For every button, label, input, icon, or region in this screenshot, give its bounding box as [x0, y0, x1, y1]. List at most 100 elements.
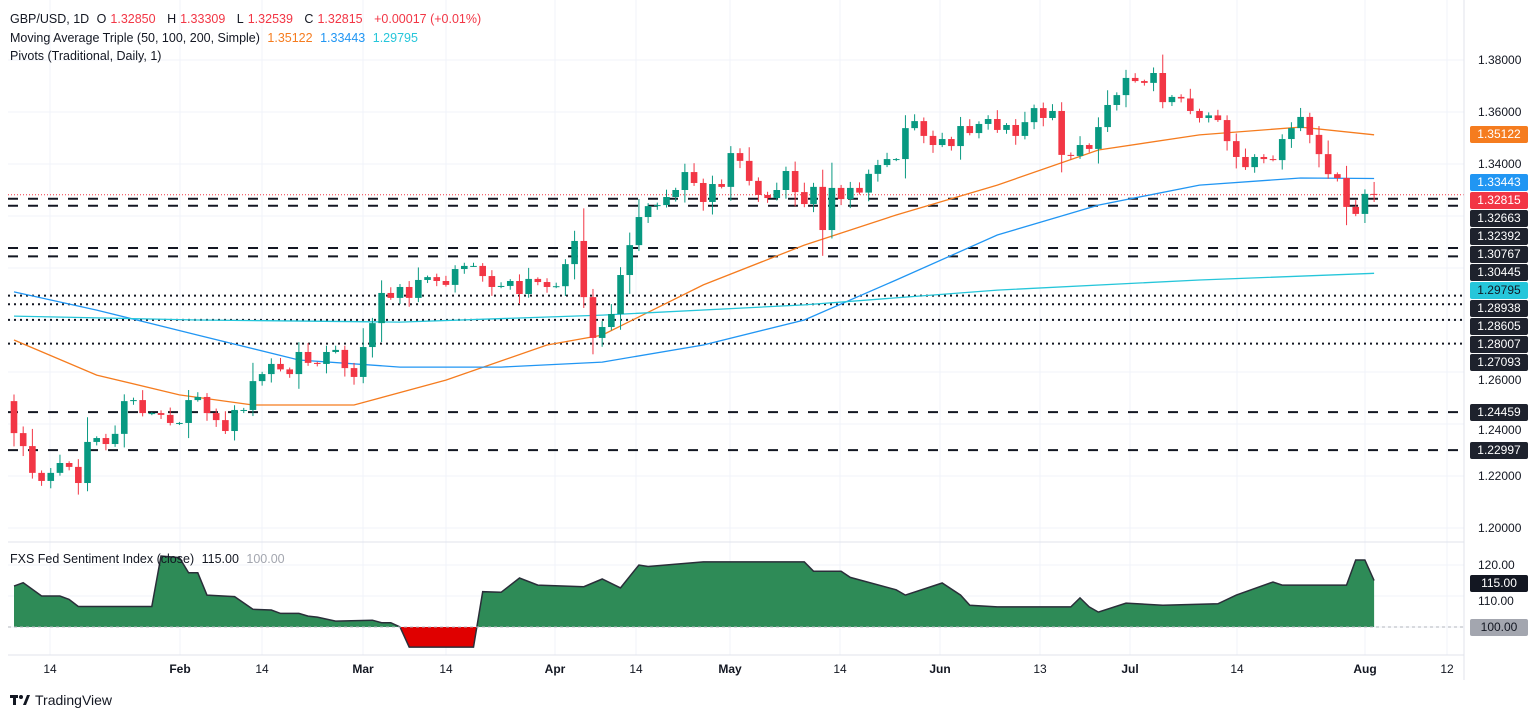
time-tick-label: Aug — [1353, 662, 1377, 676]
candle — [1288, 122, 1295, 148]
ma50-line — [13, 126, 1375, 406]
ma50-value: 1.35122 — [267, 31, 313, 45]
candle-body — [75, 466, 82, 484]
candle — [286, 367, 293, 378]
candle — [883, 152, 891, 168]
candle — [1251, 154, 1258, 173]
candle — [1223, 115, 1231, 151]
candle — [846, 181, 854, 209]
ma50-price-label: 1.35122 — [1470, 126, 1528, 144]
candle-body — [47, 472, 55, 481]
candle-body — [1361, 193, 1369, 214]
time-tick-label: 13 — [1033, 662, 1047, 676]
pivots-legend[interactable]: Pivots (Traditional, Daily, 1) — [10, 49, 165, 63]
candle — [1131, 73, 1139, 83]
candle-body — [727, 153, 735, 187]
ma-title: Moving Average Triple (50, 100, 200, Sim… — [10, 31, 260, 45]
candle — [598, 321, 606, 347]
candle — [874, 159, 882, 182]
candle-body — [1003, 125, 1010, 130]
candle — [415, 267, 422, 303]
symbol-legend: GBP/USD, 1D O 1.32850 H 1.33309 L 1.32539 C… — [10, 12, 485, 26]
candle — [148, 412, 156, 416]
candle-body — [782, 171, 790, 190]
indicator-value: 115.00 — [201, 552, 239, 566]
candle-body — [874, 165, 882, 174]
candle-body — [506, 281, 514, 286]
candle-body — [1343, 178, 1350, 207]
candle-body — [38, 472, 45, 481]
candle — [1085, 143, 1093, 153]
candle-body — [415, 279, 422, 298]
candle — [139, 390, 146, 417]
candle — [304, 343, 312, 366]
candle-body — [626, 245, 634, 276]
candle-body — [745, 160, 753, 181]
candle — [727, 146, 735, 201]
candle-body — [672, 190, 679, 198]
candle-body — [387, 292, 395, 298]
candle — [1003, 123, 1010, 134]
candle — [212, 408, 220, 427]
candle-body — [709, 184, 716, 202]
indicator-baseline: 100.00 — [246, 552, 285, 566]
candle — [323, 345, 330, 374]
candle — [791, 161, 799, 207]
candle — [938, 132, 946, 148]
candle-body — [681, 172, 689, 190]
candle — [1039, 102, 1047, 127]
candle-body — [120, 401, 128, 434]
candle — [589, 288, 597, 355]
candle-body — [938, 139, 946, 146]
time-tick-label: Feb — [169, 662, 191, 676]
candle-body — [736, 153, 744, 161]
candle-body — [1039, 108, 1047, 118]
sentiment-positive-area — [14, 556, 1375, 627]
candle-body — [185, 400, 192, 423]
candle — [442, 275, 450, 287]
candle-body — [405, 286, 413, 298]
candle — [1352, 200, 1360, 217]
candle-body — [277, 363, 284, 370]
high-label: H — [167, 12, 177, 26]
indicator-legend[interactable]: FXS Fed Sentiment Index (close) 115.00 1… — [10, 552, 289, 566]
candle-body — [608, 314, 615, 328]
candle — [828, 162, 836, 239]
candle-body — [19, 433, 27, 447]
candle-body — [957, 126, 964, 147]
candle — [552, 282, 560, 289]
high-value: 1.33309 — [180, 12, 226, 26]
candle-body — [690, 172, 698, 183]
candle — [38, 470, 45, 486]
candle-body — [773, 190, 781, 199]
candle-body — [828, 187, 836, 231]
pivot-price-label: 1.30445 — [1470, 263, 1528, 281]
candle-body — [663, 197, 670, 206]
candle — [1122, 69, 1130, 108]
pivot-price-label: 1.28605 — [1470, 317, 1528, 335]
candle — [249, 362, 257, 417]
candle — [1232, 133, 1240, 169]
candle-body — [212, 413, 220, 421]
candle-body — [497, 285, 505, 287]
candle — [461, 262, 468, 274]
candle-body — [699, 182, 707, 202]
time-tick-label: Jun — [929, 662, 951, 676]
candle — [911, 114, 918, 131]
candle-body — [396, 286, 404, 298]
candle — [681, 163, 689, 203]
indicator-tick-label: 110.00 — [1478, 593, 1514, 608]
pivot-price-label: 1.28938 — [1470, 299, 1528, 317]
candle-body — [1131, 77, 1139, 82]
candle-body — [139, 400, 146, 414]
current-price-label: 1.32815 — [1470, 191, 1528, 209]
candle — [736, 148, 744, 169]
candles — [10, 54, 1378, 495]
pivots-title: Pivots (Traditional, Daily, 1) — [10, 49, 162, 63]
candle-body — [1067, 154, 1075, 156]
candle-body — [543, 282, 551, 287]
ma-legend[interactable]: Moving Average Triple (50, 100, 200, Sim… — [10, 31, 422, 45]
ma200-line — [13, 272, 1375, 323]
tradingview-logo[interactable]: TradingView — [10, 692, 112, 708]
